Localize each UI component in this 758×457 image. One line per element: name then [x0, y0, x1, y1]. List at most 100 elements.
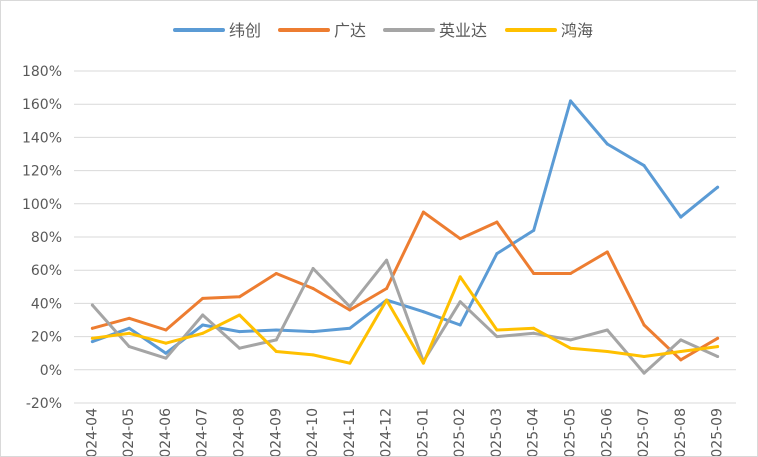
data-point: [569, 99, 572, 103]
x-tick-label: 2024-11: [342, 408, 358, 456]
x-tick-label: 2024-09: [268, 408, 284, 456]
data-point: [532, 326, 536, 330]
x-tick-label: 2025-01: [415, 408, 431, 456]
data-point: [127, 316, 131, 320]
series-line-2: [90, 258, 720, 375]
data-point: [458, 237, 462, 241]
data-point: [385, 298, 389, 302]
data-point: [532, 228, 536, 232]
legend: 纬创 广达 英业达 鸿海: [173, 21, 593, 40]
data-point: [605, 142, 609, 146]
legend-label: 纬创: [229, 21, 261, 40]
x-axis: 2024-04 2024-05 2024-06 2024-07 2024-08 2024-…: [84, 408, 725, 456]
data-point: [679, 350, 683, 354]
x-tick-label: 2024-10: [305, 408, 321, 456]
series-line-3: [90, 275, 720, 365]
data-point: [642, 164, 646, 168]
legend-label: 鸿海: [561, 21, 593, 40]
data-point: [238, 295, 241, 299]
data-point: [164, 328, 168, 332]
data-point: [238, 313, 241, 317]
data-point: [495, 252, 499, 256]
data-point: [127, 331, 131, 335]
y-tick-label: 100%: [22, 197, 62, 213]
x-tick-label: 2025-09: [710, 408, 726, 456]
y-tick-label: 180%: [22, 64, 62, 80]
data-point: [201, 323, 205, 327]
series-line-0: [90, 99, 720, 355]
x-tick-label: 2025-03: [489, 408, 505, 456]
y-tick-label: 140%: [22, 130, 62, 146]
x-tick-label: 2025-04: [526, 408, 542, 456]
x-tick-label: 2025-08: [673, 408, 689, 456]
y-tick-label: -20%: [26, 396, 62, 412]
data-point: [311, 330, 315, 334]
x-tick-label: 2025-07: [636, 408, 652, 456]
data-point: [348, 326, 352, 330]
gridlines: [74, 70, 736, 404]
x-tick-label: 2024-12: [379, 408, 395, 456]
x-tick-label: 2024-07: [195, 408, 211, 456]
data-point: [716, 355, 720, 359]
y-tick-label: 40%: [31, 296, 62, 312]
series-lines: [90, 99, 720, 375]
x-tick-label: 2025-05: [563, 408, 579, 456]
data-point: [274, 338, 278, 342]
data-point: [458, 300, 462, 304]
y-tick-label: 120%: [22, 164, 62, 180]
data-point: [90, 326, 94, 330]
data-point: [201, 331, 205, 335]
data-point: [385, 258, 389, 262]
data-point: [605, 350, 609, 354]
y-axis: -20% 0% 20% 40% 60% 80% 100% 120% 140% 160% 180%: [22, 64, 62, 412]
data-point: [274, 350, 278, 354]
series-line-1: [90, 210, 720, 362]
data-point: [348, 308, 352, 312]
data-point: [201, 296, 205, 300]
data-point: [495, 328, 499, 332]
data-point: [90, 336, 94, 340]
data-point: [90, 303, 94, 307]
data-point: [311, 267, 315, 271]
data-point: [127, 345, 131, 349]
data-point: [642, 323, 646, 327]
x-tick-label: 2024-05: [121, 408, 137, 456]
x-tick-label: 2025-02: [452, 408, 468, 456]
data-point: [421, 310, 425, 314]
data-point: [679, 338, 683, 342]
x-tick-label: 2024-04: [84, 408, 100, 456]
data-point: [164, 351, 168, 355]
data-point: [495, 335, 499, 339]
data-point: [458, 275, 462, 279]
data-point: [569, 272, 572, 276]
y-tick-label: 20%: [31, 330, 62, 346]
data-point: [274, 328, 278, 332]
data-point: [716, 336, 720, 340]
data-point: [311, 353, 315, 357]
data-point: [201, 313, 205, 317]
data-point: [458, 323, 462, 327]
x-tick-label: 2025-06: [599, 408, 615, 456]
legend-label: 广达: [334, 21, 366, 40]
data-point: [679, 358, 683, 362]
x-tick-label: 2024-08: [232, 408, 248, 456]
data-point: [238, 346, 241, 350]
data-point: [679, 215, 683, 219]
y-tick-label: 160%: [22, 97, 62, 113]
data-point: [716, 345, 720, 349]
data-point: [90, 340, 94, 344]
data-point: [716, 185, 720, 189]
data-point: [421, 210, 425, 214]
data-point: [311, 286, 315, 290]
data-point: [569, 346, 572, 350]
data-point: [605, 328, 609, 332]
y-tick-label: 60%: [31, 263, 62, 279]
data-point: [569, 338, 572, 342]
data-point: [238, 330, 241, 334]
data-point: [274, 272, 278, 276]
data-point: [421, 361, 425, 365]
x-tick-label: 2024-06: [158, 408, 174, 456]
data-point: [532, 272, 536, 276]
